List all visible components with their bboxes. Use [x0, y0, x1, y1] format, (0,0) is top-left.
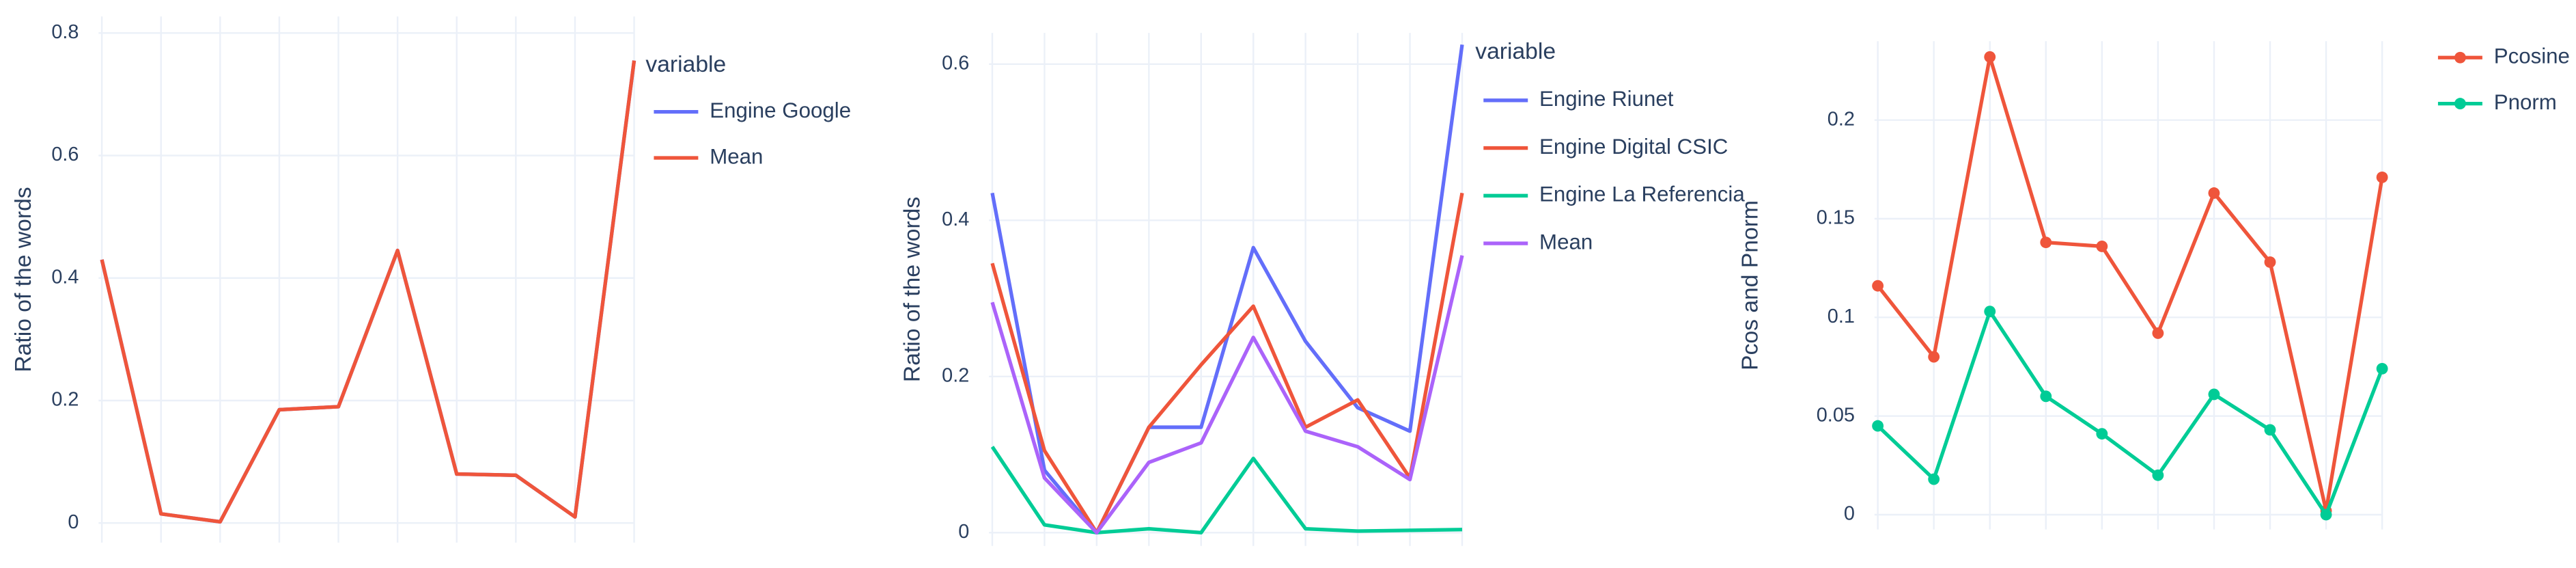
point [2040, 390, 2052, 403]
y-axis-title: Pcos and Pnorm [1737, 200, 1763, 370]
y-tick-label: 0.2 [942, 364, 969, 386]
point [1872, 420, 1884, 432]
y-tick-label: 0.8 [51, 21, 79, 43]
point [1872, 280, 1884, 292]
point [2096, 428, 2108, 440]
legend-label: Pcosine [2494, 44, 2570, 68]
point [2376, 171, 2388, 183]
y-tick-label: 0.2 [51, 389, 79, 411]
point [2376, 362, 2388, 375]
y-tick-label: 0.1 [1828, 306, 1855, 327]
legend-label: Engine Digital CSIC [1539, 135, 1728, 159]
legend-title: variable [1475, 39, 1556, 64]
y-axis-title: Ratio of the words [11, 187, 36, 372]
legend-marker [2454, 51, 2466, 64]
y-tick-label: 0 [958, 521, 969, 543]
legend-label: Pnorm [2494, 90, 2557, 114]
point [1984, 306, 1996, 318]
y-tick-label: 0.05 [1817, 404, 1855, 426]
point [2152, 469, 2164, 481]
series-line [990, 446, 1463, 535]
y-tick-label: 0.2 [1828, 108, 1855, 130]
legend-title: variable [645, 52, 726, 77]
series-line [990, 255, 1464, 535]
point [2264, 256, 2276, 268]
point [2264, 424, 2276, 436]
y-tick-label: 0.6 [51, 144, 79, 165]
y-tick-label: 0 [1844, 503, 1855, 525]
point [2208, 388, 2220, 401]
legend-label: Mean [710, 144, 763, 168]
point [2040, 236, 2052, 249]
point [2208, 187, 2220, 199]
legend-marker [2454, 98, 2466, 110]
legend-label: Engine Google [710, 98, 851, 122]
y-tick-label: 0.6 [942, 52, 969, 74]
point [2320, 509, 2332, 521]
series-line [990, 192, 1464, 535]
y-tick-label: 0.4 [942, 208, 969, 230]
y-tick-label: 0 [68, 511, 79, 533]
point [1984, 51, 1996, 63]
legend-label: Engine La Referencia [1539, 182, 1745, 206]
point [1928, 351, 1940, 363]
series-line [100, 60, 636, 524]
y-tick-label: 0.15 [1817, 207, 1855, 229]
legend-label: Mean [1539, 230, 1593, 254]
legend-label: Engine Riunet [1539, 87, 1674, 111]
y-axis-title: Ratio of the words [899, 197, 925, 382]
point [2096, 240, 2108, 252]
series-line [1876, 55, 2384, 513]
series-line [100, 60, 636, 524]
point [1928, 473, 1940, 485]
point [2152, 327, 2164, 339]
y-tick-label: 0.4 [51, 266, 79, 288]
series-line [990, 44, 1464, 535]
series-line [1876, 310, 2384, 517]
